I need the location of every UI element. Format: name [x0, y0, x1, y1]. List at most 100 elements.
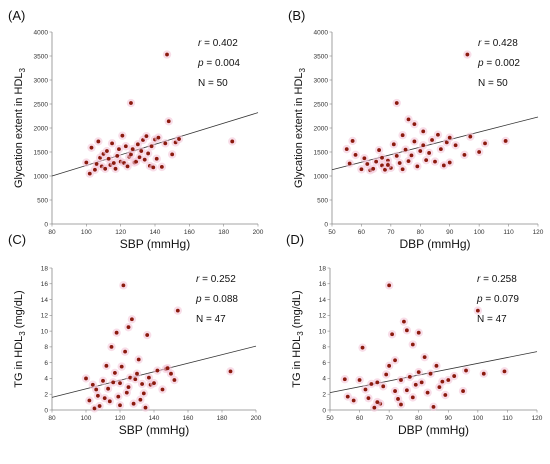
- stat-p-label: p: [476, 294, 483, 305]
- data-point: [416, 330, 421, 335]
- data-point: [359, 167, 364, 172]
- data-point: [89, 145, 94, 150]
- data-point: [410, 342, 415, 347]
- data-point: [124, 390, 129, 395]
- data-point: [503, 139, 508, 143]
- data-point: [93, 167, 97, 172]
- y-tick-label: 4000: [34, 29, 49, 36]
- y-tick-label: 6: [44, 360, 48, 367]
- stat-n: N = 47: [196, 314, 226, 325]
- data-point: [107, 399, 112, 404]
- data-point: [399, 402, 403, 407]
- data-point: [375, 380, 380, 385]
- data-point: [177, 137, 181, 141]
- data-point: [396, 397, 400, 401]
- data-point: [372, 405, 377, 410]
- data-point: [468, 134, 473, 139]
- x-tick-label: 80: [415, 415, 423, 422]
- y-tick-label: 2: [322, 392, 326, 399]
- data-point: [126, 325, 131, 330]
- y-tick-label: 0: [44, 221, 48, 228]
- data-point: [92, 406, 97, 411]
- data-point: [129, 152, 133, 157]
- x-tick-label: 90: [446, 229, 454, 236]
- data-point: [453, 143, 458, 148]
- data-point: [155, 368, 160, 373]
- data-point: [145, 333, 150, 337]
- panel-label: (A): [8, 8, 25, 23]
- data-point: [375, 400, 380, 405]
- y-tick-label: 1000: [314, 173, 329, 180]
- data-point: [390, 332, 394, 337]
- data-point: [90, 382, 95, 387]
- data-point: [381, 384, 386, 389]
- data-point: [447, 160, 452, 165]
- stat-r: r = 0.258: [477, 274, 517, 285]
- stat-n: N = 47: [477, 314, 507, 325]
- y-axis-label-subscript: 3: [18, 331, 27, 336]
- stat-r: r = 0.402: [198, 38, 238, 49]
- data-point: [106, 386, 110, 391]
- data-point: [465, 52, 470, 57]
- y-tick-label: 14: [319, 297, 327, 304]
- y-tick-label: 0: [324, 221, 328, 228]
- data-point: [104, 363, 109, 368]
- x-tick-label: 80: [48, 229, 56, 236]
- stat-p: p = 0.004: [197, 58, 240, 69]
- panel-label: (B): [288, 8, 305, 23]
- stat-p: p = 0.002: [477, 58, 520, 69]
- data-point: [444, 140, 449, 145]
- data-point: [111, 161, 116, 165]
- data-point: [415, 164, 420, 169]
- data-point: [113, 371, 117, 375]
- data-point: [422, 355, 427, 360]
- data-point: [165, 52, 169, 57]
- data-point: [123, 349, 127, 354]
- y-axis-label-text: Glycation extent in HDL: [13, 72, 25, 188]
- stat-p-label: p: [197, 58, 204, 69]
- data-point: [154, 156, 159, 161]
- data-point: [386, 163, 390, 167]
- x-tick-label: 180: [217, 415, 228, 422]
- data-point: [143, 405, 148, 410]
- stat-r: r = 0.252: [196, 274, 236, 285]
- y-tick-label: 1500: [314, 149, 329, 156]
- x-tick-label: 80: [48, 415, 56, 422]
- data-point: [175, 308, 180, 313]
- data-point: [353, 152, 358, 157]
- data-point: [84, 160, 89, 165]
- data-point: [371, 166, 376, 171]
- data-point: [452, 374, 457, 378]
- data-point: [400, 167, 405, 172]
- y-tick-label: 2: [44, 392, 48, 399]
- data-point: [481, 371, 486, 376]
- data-point: [413, 382, 418, 387]
- data-point: [369, 382, 374, 386]
- y-tick-label: 16: [319, 281, 327, 288]
- x-tick-label: 120: [115, 415, 126, 422]
- data-point: [418, 149, 423, 153]
- data-point: [163, 141, 168, 146]
- x-tick-label: 60: [356, 415, 364, 422]
- data-point: [441, 163, 446, 168]
- y-tick-label: 6: [322, 360, 326, 367]
- data-point: [404, 388, 409, 393]
- stat-p: p = 0.079: [476, 294, 519, 305]
- data-point: [387, 363, 392, 368]
- data-point: [403, 147, 408, 152]
- y-tick-label: 8: [322, 344, 326, 351]
- y-axis-label: Glycation extent in HDL3: [293, 67, 307, 188]
- data-point: [140, 382, 145, 386]
- stat-p-value: = 0.004: [204, 58, 241, 69]
- data-point: [428, 371, 433, 376]
- x-tick-label: 80: [417, 229, 425, 236]
- data-point: [406, 117, 411, 122]
- stat-r-value: = 0.252: [199, 274, 236, 285]
- y-tick-label: 3500: [34, 53, 49, 60]
- y-tick-label: 8: [44, 344, 48, 351]
- data-point: [94, 162, 99, 166]
- stat-r-value: = 0.258: [480, 274, 517, 285]
- stat-r-label: r: [198, 38, 202, 49]
- y-axis-label-text: Glycation extent in HDL: [293, 72, 305, 188]
